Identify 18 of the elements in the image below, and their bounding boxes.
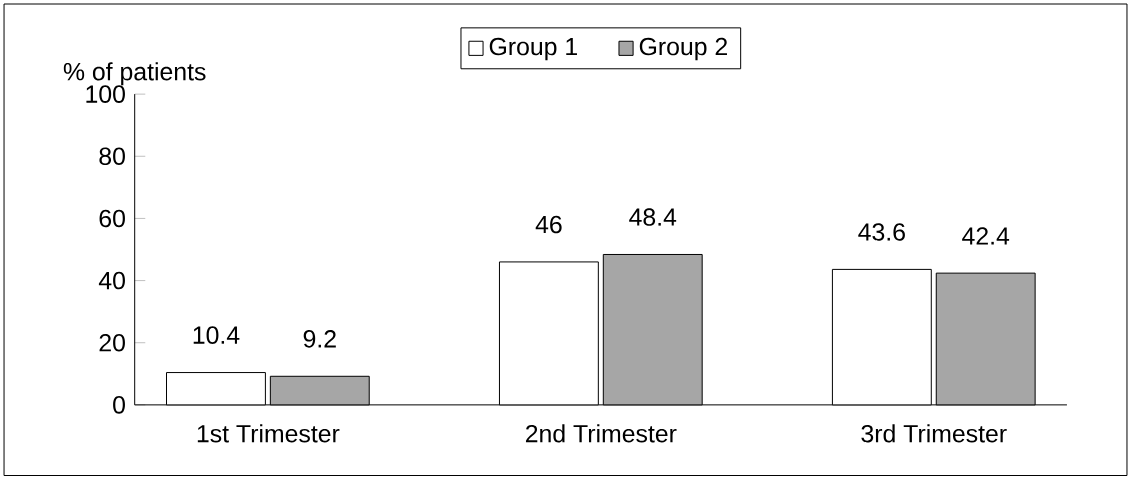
y-tick-label: 40 [98,272,125,290]
y-tick-label: 60 [99,209,125,228]
data-label: 43.6 [858,223,905,241]
data-label: 42.4 [962,227,1010,245]
data-label: 10.4 [193,326,240,345]
y-tick-label: 0 [113,396,125,414]
data-label: 9.2 [303,330,336,348]
x-tick-label: 3rd Trimester [861,424,1007,443]
y-axis-title: % of patients [63,62,206,86]
y-tick-label: 20 [99,334,125,352]
y-tick-label: 80 [99,147,125,166]
legend-label: Group 1 [489,38,577,61]
x-tick-label: 2nd Trimester [525,424,677,443]
data-label: 46 [535,215,562,234]
y-tick-label: 100 [86,85,125,104]
legend-label: Group 2 [639,38,727,61]
x-tick-label: 1st Trimester [197,424,340,443]
data-label: 48.4 [629,208,677,227]
